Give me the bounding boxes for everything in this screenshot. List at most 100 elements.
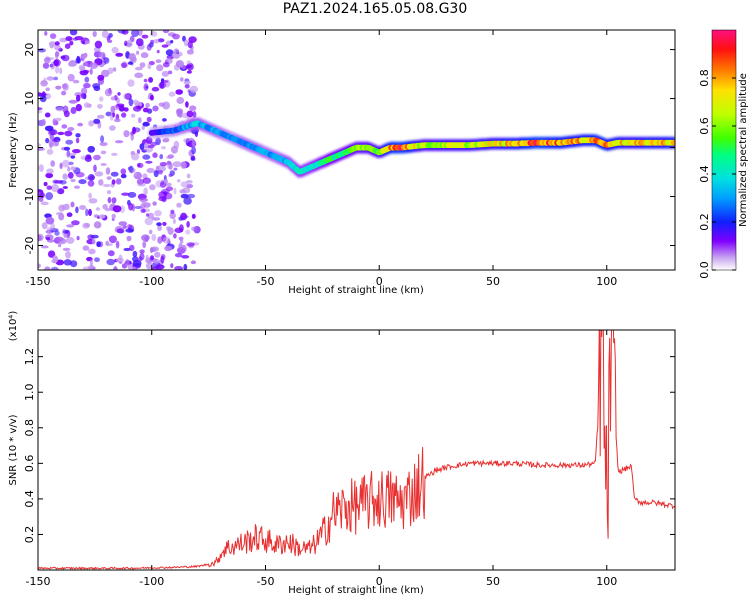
noise-speck: [80, 93, 87, 99]
noise-speck: [49, 33, 57, 39]
noise-speck: [130, 133, 134, 141]
noise-speck: [151, 86, 160, 92]
noise-speck: [173, 233, 177, 239]
noise-speck: [157, 236, 163, 244]
noise-speck: [45, 216, 55, 225]
noise-speck: [145, 254, 149, 261]
noise-speck: [180, 193, 189, 199]
snr-xlabel: Height of straight line (km): [288, 585, 424, 596]
noise-speck: [61, 124, 68, 129]
snr-scale-label: (x10⁴): [8, 311, 19, 342]
noise-speck: [113, 118, 121, 123]
noise-speck: [116, 228, 124, 234]
noise-speck: [136, 149, 141, 154]
noise-speck: [185, 101, 189, 108]
noise-speck: [152, 201, 157, 206]
snr-frame: [37, 329, 676, 571]
noise-speck: [183, 197, 192, 205]
noise-speck: [180, 77, 184, 82]
y-tick-label: 1.2: [23, 348, 36, 366]
noise-speck: [93, 154, 101, 161]
noise-speck: [107, 250, 115, 257]
noise-speck: [110, 113, 114, 121]
noise-speck: [186, 221, 190, 228]
noise-speck: [184, 83, 190, 89]
noise-speck: [66, 212, 73, 217]
noise-speck: [151, 266, 159, 270]
noise-speck: [153, 170, 159, 178]
noise-speck: [141, 201, 146, 206]
noise-speck: [57, 131, 65, 136]
noise-speck: [50, 160, 55, 167]
noise-speck: [38, 147, 45, 151]
noise-speck: [45, 137, 50, 144]
noise-speck: [38, 107, 43, 111]
noise-speck: [130, 56, 137, 62]
noise-speck: [39, 192, 45, 198]
noise-speck: [180, 212, 188, 221]
noise-speck: [128, 98, 134, 107]
ridge-cell: [670, 139, 675, 146]
noise-speck: [154, 210, 162, 217]
y-tick-label: -20: [23, 237, 36, 255]
noise-speck: [173, 187, 177, 195]
colorbar-tick-label: 0.2: [698, 213, 711, 231]
noise-speck: [45, 172, 54, 179]
spectrogram-frame: [37, 29, 676, 271]
noise-speck: [63, 110, 70, 118]
noise-speck: [180, 181, 189, 188]
noise-speck: [43, 57, 51, 64]
noise-speck: [143, 187, 148, 196]
noise-speck: [121, 112, 127, 118]
noise-speck: [190, 260, 196, 265]
noise-speck: [150, 39, 155, 45]
noise-speck: [84, 155, 92, 162]
noise-speck: [136, 50, 140, 55]
noise-speck: [165, 49, 174, 56]
noise-speck: [39, 95, 47, 103]
x-tick-label: 50: [486, 275, 500, 288]
noise-speck: [89, 175, 95, 180]
noise-speck: [125, 259, 130, 267]
noise-speck: [128, 61, 133, 65]
noise-speck: [159, 154, 164, 160]
noise-speck: [44, 266, 51, 270]
noise-speck: [141, 125, 145, 130]
y-tick-label: 0.6: [23, 455, 36, 473]
noise-speck: [123, 93, 131, 100]
noise-speck: [38, 235, 42, 242]
noise-speck: [115, 240, 120, 249]
noise-speck: [186, 49, 194, 55]
noise-speck: [118, 254, 123, 261]
noise-speck: [101, 30, 109, 38]
x-tick-label: -50: [257, 275, 275, 288]
noise-speck: [146, 167, 155, 174]
noise-speck: [88, 120, 94, 127]
noise-speck: [70, 155, 76, 159]
noise-speck: [191, 146, 197, 155]
noise-speck: [83, 102, 90, 108]
noise-speck: [98, 214, 106, 219]
noise-speck: [53, 58, 61, 67]
colorbar-label: Normalized spectral amplitude: [738, 73, 749, 227]
noise-speck: [176, 96, 185, 105]
noise-speck: [105, 167, 111, 175]
noise-speck: [173, 167, 178, 171]
colorbar-tick-label: 0.4: [698, 165, 711, 183]
noise-speck: [186, 242, 195, 247]
noise-speck: [88, 192, 92, 199]
noise-speck: [88, 198, 98, 204]
noise-speck: [125, 39, 133, 48]
noise-speck: [90, 234, 99, 239]
noise-speck: [75, 137, 80, 144]
noise-speck: [156, 222, 162, 227]
noise-speck: [69, 30, 78, 36]
noise-speck: [191, 213, 196, 219]
x-tick-label: 100: [596, 575, 617, 588]
noise-speck: [134, 72, 144, 79]
noise-speck: [186, 70, 192, 74]
noise-speck: [148, 229, 153, 235]
noise-speck: [83, 82, 91, 89]
noise-speck: [99, 96, 104, 102]
noise-speck: [183, 80, 191, 85]
